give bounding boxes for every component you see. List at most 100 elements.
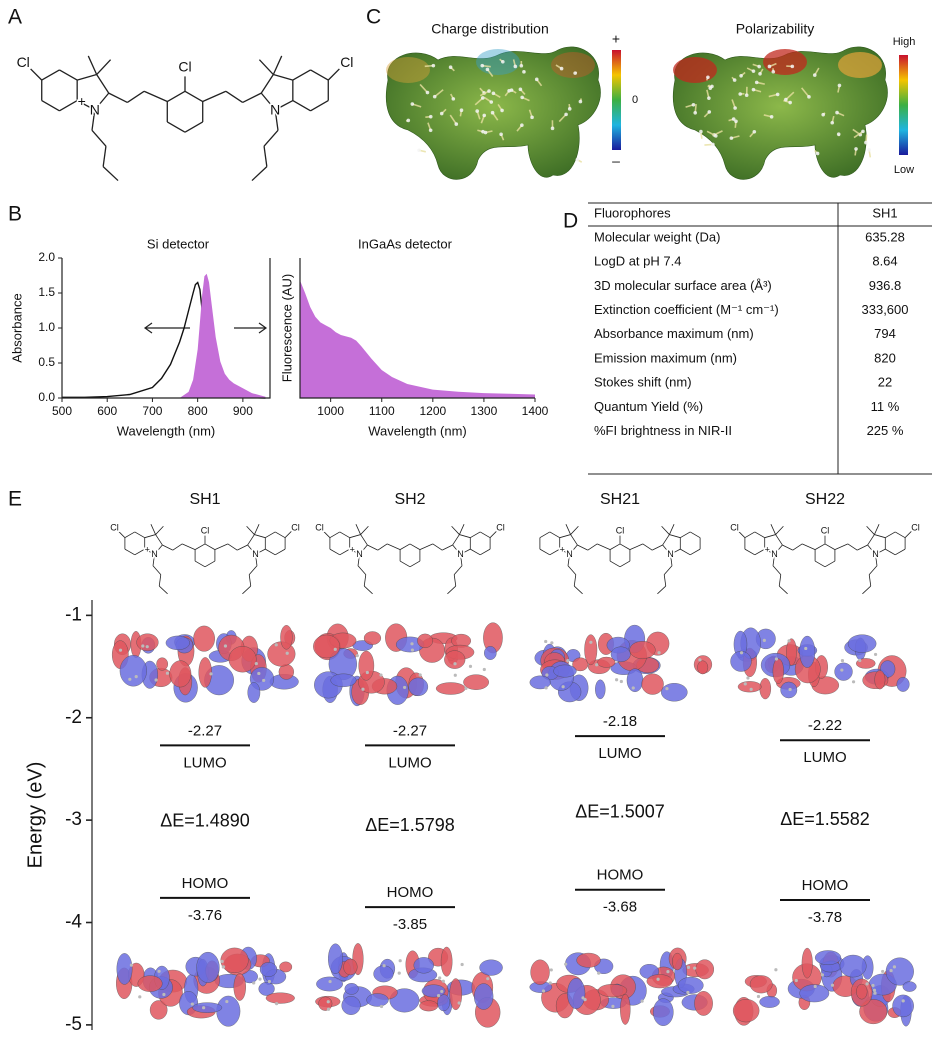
- orbital-lobe: [193, 625, 215, 652]
- bond: [801, 543, 816, 551]
- bond: [152, 565, 162, 575]
- atom-ball: [425, 90, 430, 95]
- atom-ball: [867, 148, 871, 152]
- line: [62, 281, 266, 399]
- orbital-lobe: [479, 959, 503, 976]
- bond: [754, 531, 765, 539]
- atom-ball: [573, 71, 577, 75]
- atom-ball: [361, 687, 365, 691]
- bond: [409, 543, 421, 550]
- atom-ball: [754, 80, 759, 85]
- bond: [91, 129, 107, 147]
- bond: [355, 523, 361, 535]
- bond: [442, 544, 453, 551]
- orbital-lobe: [892, 994, 914, 1018]
- orbital-lobe: [119, 655, 147, 687]
- atom-ball: [752, 129, 757, 134]
- bond: [567, 554, 570, 566]
- bond: [792, 543, 803, 551]
- x-tick-label: 800: [188, 404, 208, 418]
- atom-label: Cl: [730, 523, 739, 533]
- bond: [885, 531, 896, 539]
- table-cell: Quantum Yield (%): [594, 399, 703, 414]
- bond: [778, 574, 782, 587]
- atom-ball: [190, 1002, 194, 1006]
- orbital-lobe: [330, 673, 357, 688]
- atom-ball: [487, 89, 491, 93]
- atom-ball: [686, 990, 690, 995]
- area: [300, 280, 535, 398]
- scale-label: 0: [632, 94, 638, 106]
- x-tick-label: 600: [97, 404, 117, 418]
- bond: [155, 534, 163, 546]
- atom-ball: [807, 95, 811, 99]
- atom-ball: [509, 88, 514, 92]
- bond: [154, 544, 163, 555]
- atom-ball: [485, 67, 490, 72]
- homo-label: HOMO: [597, 867, 644, 884]
- panel-label: B: [8, 203, 22, 226]
- orbital-lobe: [196, 951, 220, 984]
- bond: [549, 548, 560, 556]
- atom-ball: [145, 645, 149, 649]
- homo-value: -3.76: [188, 907, 222, 924]
- x-tick-label: 1300: [471, 404, 498, 418]
- bond: [452, 534, 460, 546]
- bond: [459, 534, 471, 539]
- table-cell: Absorbance maximum (nm): [594, 326, 754, 341]
- bond: [349, 534, 361, 539]
- atom-label: N: [566, 549, 573, 559]
- bond: [772, 554, 775, 566]
- atom-ball: [448, 65, 453, 70]
- atom-ball: [274, 1002, 279, 1006]
- atom-ball: [815, 151, 820, 156]
- bond: [470, 548, 481, 556]
- bond: [862, 585, 872, 595]
- bond: [452, 544, 461, 555]
- bond: [357, 554, 360, 566]
- atom-ball: [611, 1004, 615, 1008]
- bond: [339, 548, 350, 556]
- atom-ball: [559, 66, 564, 71]
- homo-value: -3.78: [808, 909, 842, 926]
- bond: [166, 121, 186, 133]
- atom-ball: [134, 675, 138, 679]
- bond: [255, 554, 258, 566]
- panel-label: D: [563, 210, 578, 233]
- orbital-lobe: [279, 961, 293, 973]
- orbital-lobe: [156, 657, 169, 671]
- atom-ball: [784, 97, 788, 102]
- bond: [194, 543, 206, 550]
- bond: [265, 531, 276, 539]
- energy-gap: ΔE=1.5582: [780, 809, 870, 829]
- orbital-lobe: [834, 662, 853, 681]
- bond: [460, 554, 463, 566]
- bond: [669, 523, 675, 535]
- orbital-lobe: [880, 660, 896, 678]
- atom-label: N: [872, 549, 879, 559]
- bond: [275, 548, 286, 556]
- bond: [867, 544, 876, 555]
- atom-ball: [141, 644, 145, 648]
- bond: [570, 534, 578, 546]
- atom-ball: [711, 142, 715, 147]
- orbital-lobe: [896, 676, 910, 692]
- atom-ball: [490, 110, 495, 115]
- orbital-lobe: [408, 677, 429, 697]
- atom-ball: [274, 643, 278, 647]
- orbital-lobe: [641, 673, 664, 695]
- atom-ball: [840, 658, 845, 663]
- bond: [895, 548, 906, 556]
- bond: [96, 74, 110, 94]
- bond: [76, 100, 96, 111]
- atom-ball: [328, 979, 332, 984]
- bond: [367, 544, 378, 551]
- bond: [875, 554, 878, 566]
- atom-ball: [480, 63, 485, 68]
- atom-ball: [438, 976, 442, 980]
- table-cell: 333,600: [862, 302, 909, 317]
- orbital-lobe: [902, 981, 917, 992]
- atom-label: Cl: [17, 54, 30, 70]
- atom-ball: [739, 73, 743, 78]
- lumo-label: LUMO: [803, 749, 846, 766]
